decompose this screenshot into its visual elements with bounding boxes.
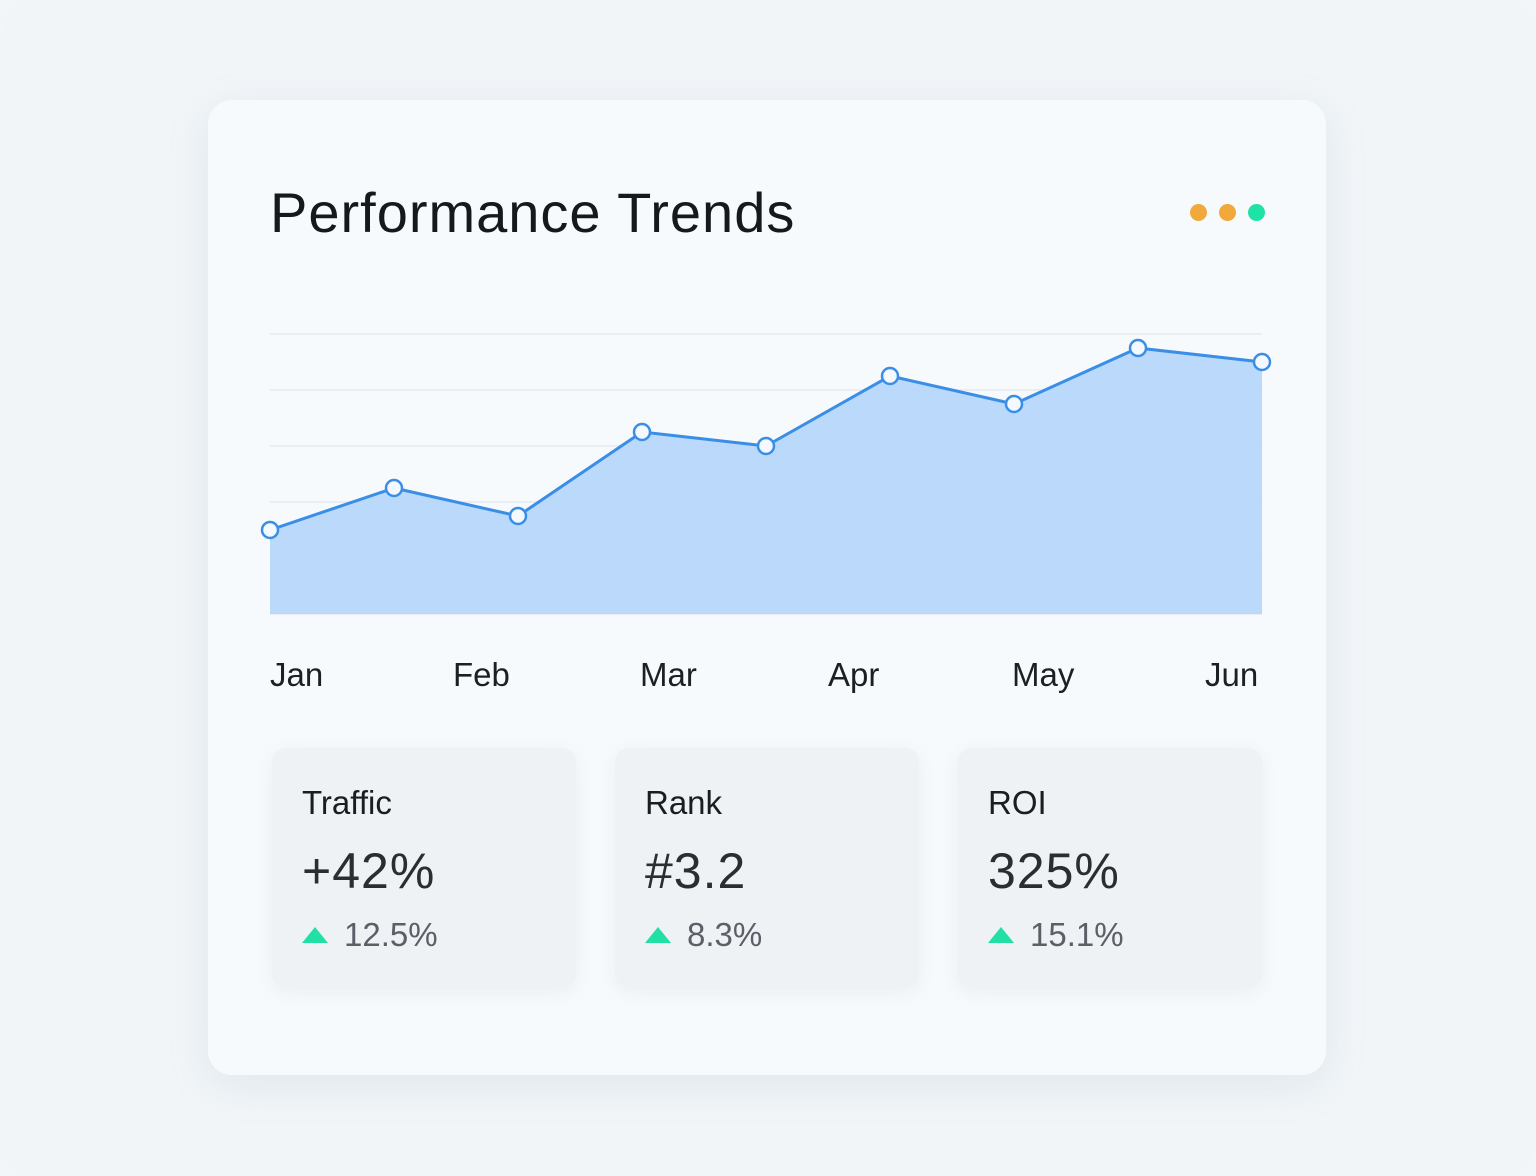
- data-point: [1004, 394, 1024, 414]
- x-tick-label: Feb: [453, 656, 510, 693]
- metric-value: 325%: [988, 843, 1120, 899]
- status-dot-icon: [1219, 204, 1236, 221]
- metric-label: Traffic: [302, 784, 392, 821]
- metric-delta-value: 15.1%: [1030, 916, 1124, 953]
- metric-delta-value: 8.3%: [687, 916, 763, 953]
- metric-value: #3.2: [645, 843, 747, 899]
- metric-card-roi: ROI 325% 15.1%: [958, 748, 1262, 988]
- data-point: [260, 520, 280, 540]
- metric-delta: 8.3%: [645, 916, 762, 954]
- data-point: [1128, 338, 1148, 358]
- area-chart: [260, 333, 1272, 615]
- status-dot-icon: [1190, 204, 1207, 221]
- metric-delta: 15.1%: [988, 916, 1124, 954]
- data-point: [384, 478, 404, 498]
- data-point: [880, 366, 900, 386]
- x-tick-label: Mar: [640, 656, 697, 693]
- page-title: Performance Trends: [270, 181, 796, 244]
- data-point: [508, 506, 528, 526]
- x-tick-label: Jun: [1205, 656, 1259, 693]
- more-options-button[interactable]: [1190, 204, 1265, 221]
- area-fill: [270, 348, 1262, 614]
- trend-up-icon: [645, 927, 671, 943]
- metric-label: ROI: [988, 784, 1047, 821]
- metric-card-rank: Rank #3.2 8.3%: [615, 748, 919, 988]
- x-tick-label: Jan: [270, 656, 324, 693]
- metric-delta: 12.5%: [302, 916, 438, 954]
- metric-delta-value: 12.5%: [344, 916, 438, 953]
- metric-card-traffic: Traffic +42% 12.5%: [272, 748, 576, 988]
- trend-up-icon: [988, 927, 1014, 943]
- performance-card: Performance Trends Jan Feb Mar Apr May Jun Tr…: [208, 100, 1326, 1075]
- metric-label: Rank: [645, 784, 723, 821]
- metric-value: +42%: [302, 843, 436, 899]
- data-point: [632, 422, 652, 442]
- data-point: [1252, 352, 1272, 372]
- status-dot-icon: [1248, 204, 1265, 221]
- trend-up-icon: [302, 927, 328, 943]
- x-tick-label: May: [1012, 656, 1075, 693]
- x-tick-label: Apr: [828, 656, 880, 693]
- data-point: [756, 436, 776, 456]
